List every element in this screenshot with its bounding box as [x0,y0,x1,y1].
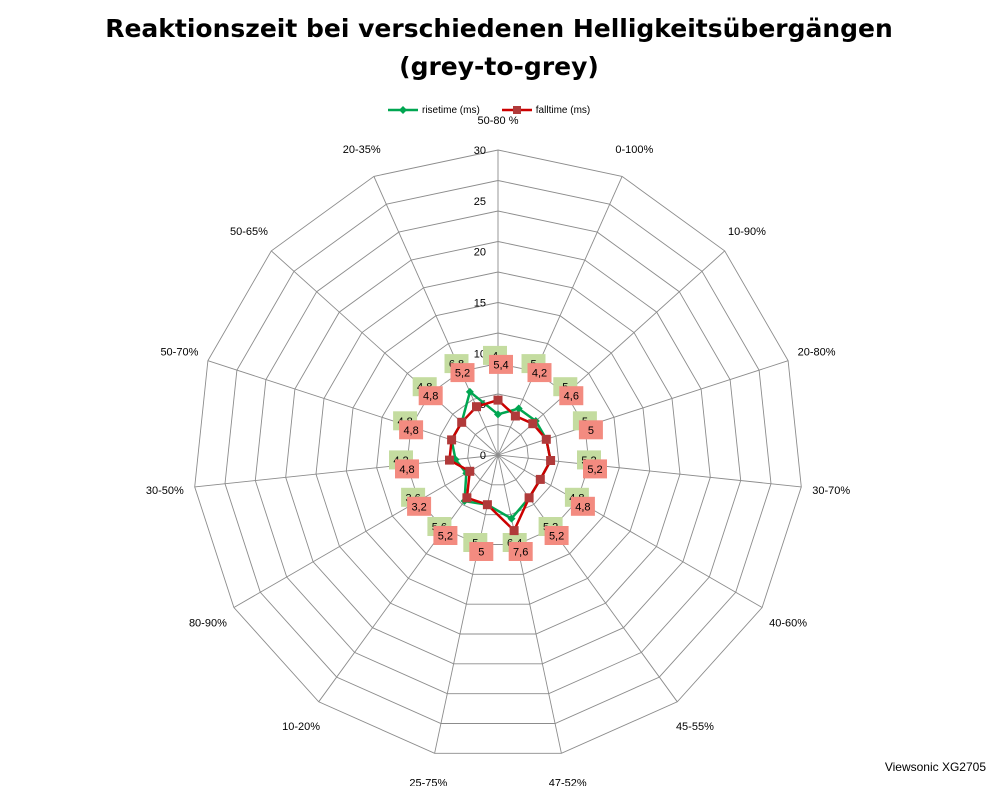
category-label: 50-80 % [478,115,519,127]
series-point [445,455,454,465]
series-point [465,466,475,476]
series-line [448,398,552,532]
data-label-box [583,459,607,479]
credit-text: Viewsonic XG2705 [884,760,986,774]
category-label: 30-70% [812,485,850,497]
series-point [514,404,523,413]
radial-tick-label: 25 [474,196,486,208]
legend-swatch-falltime [501,106,532,114]
data-label: 3,2 [411,501,426,513]
category-label: 0-100% [615,144,653,156]
series-point [462,493,472,503]
data-label: 5,2 [438,531,453,543]
grid-ring [285,241,711,665]
series-point [507,514,516,523]
data-label-box [407,496,432,516]
category-label: 40-60% [769,618,807,630]
data-label: 5,2 [587,464,602,476]
grid-spoke [233,454,499,608]
chart-subtitle: (grey-to-grey) [399,52,599,81]
grid-ring [224,180,772,724]
series-point [465,387,474,396]
series-point [472,402,481,412]
chart-title: Reaktionszeit bei verschiedenen Helligke… [105,14,893,43]
series-point [524,493,534,503]
chart-legend: risetime (ms) falltime (ms) [388,101,612,119]
category-label: 80-90% [189,618,227,630]
series-point [493,395,503,405]
data-label: 4,8 [399,464,414,476]
radial-tick-label: 0 [480,450,486,462]
data-label-box [450,363,475,383]
data-label: 7,6 [513,547,528,559]
series-point [541,434,551,444]
data-label: 5,2 [549,531,564,543]
series-point [447,435,457,445]
data-label-box [399,420,424,440]
radial-tick-label: 20 [474,247,486,259]
data-label: 5 [588,425,594,437]
data-label: 4,8 [575,501,590,513]
series-point [482,500,492,510]
series-point [494,410,502,419]
category-label: 45-55% [676,721,714,733]
category-label: 10-20% [282,721,320,733]
series-point [510,411,520,421]
category-label: 30-50% [146,485,184,497]
grid-ring [467,424,529,486]
data-label-box [395,459,419,479]
data-label-box [489,354,513,374]
grid-spoke [373,176,499,456]
data-label-box [570,496,595,516]
data-label: 5 [478,547,484,559]
grid-ring [315,271,681,635]
data-label: 5,4 [493,359,508,371]
radial-tick-label: 15 [474,298,486,310]
category-label: 10-90% [728,226,766,238]
chart-title-block: Reaktionszeit bei verschiedenen Helligke… [0,10,998,86]
series-point [535,474,545,484]
grid-ring [254,210,742,695]
data-label: 4,6 [564,391,579,403]
legend-item-risetime: risetime (ms) [388,105,480,116]
series-point [457,417,467,427]
grid-spoke [497,454,562,754]
radial-tick-label: 10 [474,348,486,360]
legend-item-falltime: falltime (ms) [501,104,591,116]
series-point [509,526,519,536]
grid-ring [345,302,651,605]
data-label-box [508,542,533,561]
data-label-box [469,542,494,561]
series-point [546,456,556,465]
data-label-box [418,386,443,406]
data-label: 4,2 [532,368,547,380]
legend-swatch-risetime [388,106,418,114]
category-label: 47-52% [549,778,587,786]
category-label: 20-35% [343,144,381,156]
legend-label-falltime: falltime (ms) [535,104,591,116]
data-label-box [433,526,458,545]
category-label: 50-65% [230,226,268,238]
grid-ring [194,149,802,754]
radial-tick-label: 30 [474,145,486,157]
data-label: 4,8 [403,425,418,437]
data-label: 5,2 [455,368,470,380]
legend-label-risetime: risetime (ms) [422,104,480,116]
data-label: 4,8 [423,391,438,403]
grid-ring [376,332,620,575]
category-label: 50-70% [160,347,198,359]
data-label-box [544,526,569,545]
data-label-box [559,386,584,406]
category-label: 25-75% [409,778,447,786]
series-point [528,419,538,429]
data-label-box [578,420,603,440]
data-label-box [527,363,552,383]
category-label: 20-80% [798,347,836,359]
grid-ring [406,363,590,545]
